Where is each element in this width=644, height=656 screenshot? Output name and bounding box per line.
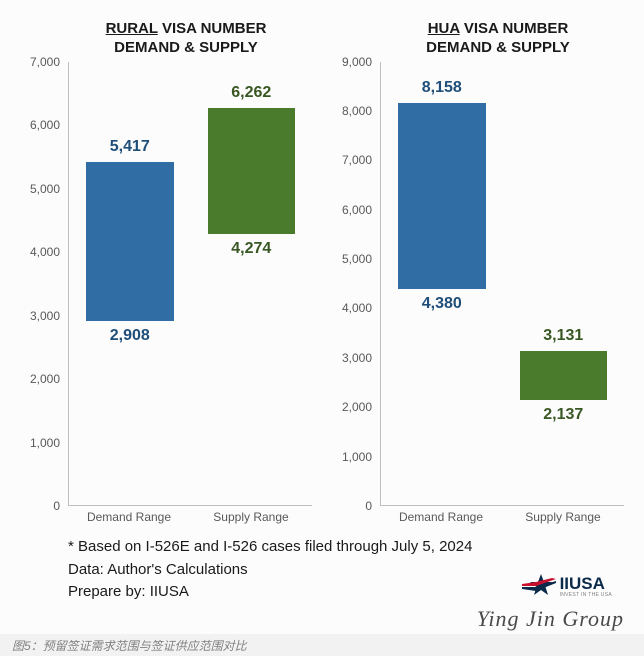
range-bar: 6,2624,274	[208, 108, 296, 234]
x-category-label: Supply Range	[502, 510, 624, 530]
y-tick-label: 6,000	[332, 203, 372, 217]
bar-slot: 3,131 2,137	[503, 62, 625, 506]
x-category-label: Supply Range	[190, 510, 312, 530]
hua-chart-panel: HUA VISA NUMBER DEMAND & SUPPLY 0 1,000 2,…	[332, 20, 624, 530]
y-tick-label: 4,000	[20, 245, 60, 259]
y-tick-label: 0	[20, 499, 60, 513]
rural-plot-inner: 5,417 2,908 6,262 4,274	[68, 62, 312, 507]
bar-low-label: 4,380	[398, 295, 486, 313]
y-tick-label: 0	[332, 499, 372, 513]
y-tick-label: 5,000	[332, 252, 372, 266]
rural-y-axis: 01,0002,0003,0004,0005,0006,0007,000	[20, 62, 66, 507]
rural-x-labels: Demand RangeSupply Range	[68, 510, 312, 530]
y-tick-label: 5,000	[20, 182, 60, 196]
bar-high-label: 6,262	[208, 84, 296, 102]
y-tick-label: 2,000	[20, 372, 60, 386]
hua-plot-area: 0 1,000 2,000 3,000 4,000 5,000 6,000 7,000 8,00…	[332, 62, 624, 531]
bar-slot: 6,262 4,274	[191, 62, 313, 506]
bar-slot: 5,417 2,908	[69, 62, 191, 506]
bar-slot: 8,158 4,380	[381, 62, 503, 506]
x-category-label: Demand Range	[68, 510, 190, 530]
y-tick-label: 1,000	[20, 436, 60, 450]
y-tick-label: 3,000	[332, 351, 372, 365]
iiusa-logo-text: IIUSA	[560, 575, 612, 592]
range-bar: 8,1584,380	[398, 103, 486, 289]
iiusa-logo: IIUSA INVEST IN THE USA	[522, 572, 612, 600]
bar-low-label: 2,908	[86, 327, 174, 345]
rural-title-underlined: RURAL	[106, 20, 158, 37]
y-tick-label: 9,000	[332, 55, 372, 69]
y-tick-label: 4,000	[332, 301, 372, 315]
bar-low-label: 4,274	[208, 240, 296, 258]
bar-high-label: 5,417	[86, 138, 174, 156]
range-bar: 3,1312,137	[520, 351, 608, 400]
y-tick-label: 1,000	[332, 450, 372, 464]
figure-caption: 图5：预留签证需求范围与签证供应范围对比	[0, 634, 644, 656]
rural-plot-area: 01,0002,0003,0004,0005,0006,0007,000 5,4…	[20, 62, 312, 531]
y-tick-label: 6,000	[20, 118, 60, 132]
rural-chart-panel: RURAL VISA NUMBER DEMAND & SUPPLY 0 1,000…	[20, 20, 312, 530]
hua-plot-inner: 8,158 4,380 3,131 2,137	[380, 62, 624, 507]
hua-title-underlined: HUA	[428, 20, 460, 37]
iiusa-star-icon	[522, 572, 556, 600]
hua-chart-title: HUA VISA NUMBER DEMAND & SUPPLY	[372, 20, 624, 58]
yingjin-logo: Ying Jin Group	[477, 606, 624, 632]
rural-title-line2: DEMAND & SUPPLY	[114, 39, 258, 56]
hua-title-rest1: VISA NUMBER	[460, 20, 569, 37]
y-tick-label: 7,000	[20, 55, 60, 69]
iiusa-logo-subtext: INVEST IN THE USA	[560, 592, 612, 598]
footer-line1: * Based on I-526E and I-526 cases filed …	[68, 536, 608, 559]
range-bar: 5,4172,908	[86, 162, 174, 321]
bar-high-label: 8,158	[398, 79, 486, 97]
y-tick-label: 8,000	[332, 104, 372, 118]
y-tick-label: 2,000	[332, 400, 372, 414]
bar-high-label: 3,131	[520, 327, 608, 345]
rural-title-rest1: VISA NUMBER	[158, 20, 267, 37]
bar-low-label: 2,137	[520, 406, 608, 424]
iiusa-text-wrap: IIUSA INVEST IN THE USA	[560, 575, 612, 598]
y-tick-label: 3,000	[20, 309, 60, 323]
hua-title-line2: DEMAND & SUPPLY	[426, 39, 570, 56]
x-category-label: Demand Range	[380, 510, 502, 530]
hua-x-labels: Demand RangeSupply Range	[380, 510, 624, 530]
y-tick-label: 7,000	[332, 153, 372, 167]
rural-chart-title: RURAL VISA NUMBER DEMAND & SUPPLY	[60, 20, 312, 58]
hua-y-axis: 01,0002,0003,0004,0005,0006,0007,0008,00…	[332, 62, 378, 507]
